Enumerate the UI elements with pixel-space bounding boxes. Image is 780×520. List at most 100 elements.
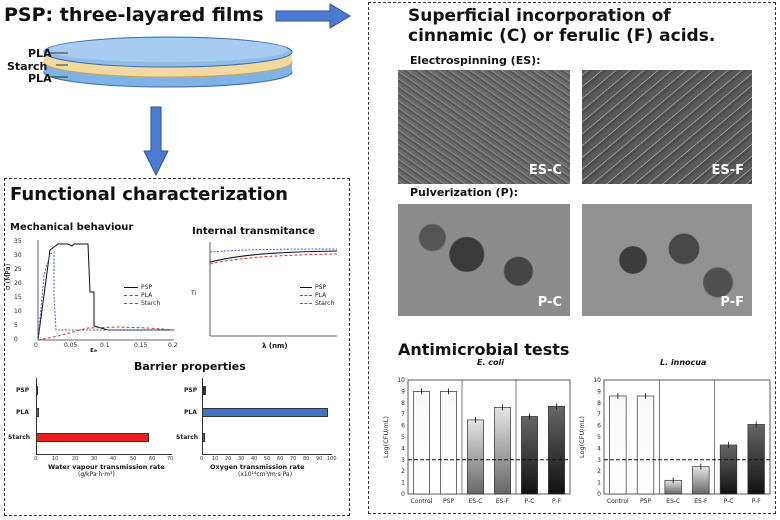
tick-label: 5: [597, 434, 601, 441]
category-label: PSP: [640, 498, 651, 505]
plot-frame: [603, 379, 771, 495]
bar-es-c: [467, 419, 484, 495]
superficial-title-line2: cinnamic (C) or ferulic (F) acids.: [408, 26, 716, 46]
tick-label: 60: [277, 456, 284, 462]
legend-item: PSP: [315, 283, 327, 291]
mech-xticks: 0 0.05 0.1 0.15 0.2: [34, 342, 184, 352]
barrier-bar-pla: [36, 408, 39, 417]
category-label: ES-F: [694, 498, 708, 505]
tick-label: 7: [597, 411, 601, 418]
tick-label: 7: [401, 411, 405, 418]
tick-label: 0.1: [100, 342, 110, 349]
tick-label: 20: [14, 280, 22, 287]
bar-p-c: [719, 444, 738, 495]
otr-cat-psp: PSP: [184, 387, 198, 394]
mech-title: Mechanical behaviour: [10, 222, 134, 233]
category-label: P-C: [724, 498, 734, 505]
sem-image-p-f: P-F: [582, 204, 752, 316]
mech-chart: [37, 240, 175, 341]
trans-xlabel: λ (nm): [262, 342, 288, 350]
category-label: Control: [411, 498, 433, 505]
functional-panel: [4, 178, 350, 516]
wvtr-xaxis: [36, 454, 172, 455]
otr-unit: (x10¹⁴cm³/m·s·Pa): [238, 471, 293, 478]
y-axis-label: Log(CFU/mL): [382, 416, 390, 458]
mech-xlabel: εₑ: [90, 346, 98, 354]
tick-label: 0: [34, 456, 38, 462]
barrier-bar-starch: [36, 433, 149, 442]
sem-label: P-F: [720, 295, 744, 310]
film-disk: [43, 36, 293, 88]
antimicrobial-title: Antimicrobial tests: [398, 340, 570, 359]
linnocua-chart: 10 9 8 7 6 5 4 3 2 1 0 Log(CFU/mL) Control PSP ES-C ES-…: [576, 370, 774, 514]
legend-item: PLA: [315, 291, 327, 299]
sem-image-es-c: ES-C: [398, 70, 570, 184]
bar-control: [413, 391, 430, 495]
tick-label: 0: [34, 342, 38, 349]
tick-label: 8: [401, 400, 405, 407]
tick-label: 50: [264, 456, 271, 462]
trans-legend: PSP PLA Starch: [300, 283, 345, 307]
layer-leader-lines: [50, 52, 68, 78]
sem-image-p-c: P-C: [398, 204, 570, 316]
bar-psp: [440, 391, 457, 495]
ecoli-chart: 10 9 8 7 6 5 4 3 2 1 0 Log(CFU/mL) Control PSP ES-C ES-…: [380, 370, 574, 514]
tick-label: 0: [200, 456, 204, 462]
bar-es-f: [692, 466, 710, 495]
tick-label: 1: [597, 480, 601, 487]
tick-label: 2: [401, 468, 405, 475]
sem-label: ES-F: [711, 163, 744, 178]
tick-label: 50: [130, 456, 137, 462]
arrow-right-icon: [275, 3, 351, 29]
otr-xaxis: [202, 454, 332, 455]
tick-label: 70: [290, 456, 297, 462]
tick-label: 3: [401, 457, 405, 464]
tick-label: 0.05: [64, 342, 78, 349]
barrier-bar-pla: [202, 408, 329, 417]
psp-title: PSP: three-layared films: [4, 4, 264, 26]
category-label: P-C: [525, 498, 535, 505]
tick-label: 10: [14, 308, 22, 315]
layer-label-bottom: PLA: [28, 72, 52, 85]
superficial-title-line1: Superficial incorporation of: [408, 6, 671, 26]
legend-item: Starch: [315, 299, 335, 307]
tick-label: 4: [597, 445, 601, 452]
plot-frame: [407, 379, 571, 495]
bar-p-f: [548, 405, 565, 495]
sem-image-es-f: ES-F: [582, 70, 752, 184]
legend-item: PSP: [141, 283, 153, 291]
superficial-panel: [368, 2, 776, 514]
tick-label: 30: [238, 456, 245, 462]
category-label: ES-C: [469, 498, 483, 505]
tick-label: 20: [72, 456, 79, 462]
barrier-bar-psp: [36, 386, 38, 395]
functional-title: Functional characterization: [10, 184, 288, 205]
tick-label: 10: [52, 456, 59, 462]
mech-yticks: 35 30 25 20 15 10 5 0: [14, 238, 26, 348]
wvtr-xticks: 0 10 20 30 40 50 60 70: [34, 456, 174, 464]
tick-label: 0: [597, 491, 601, 498]
category-label: PSP: [443, 498, 454, 505]
layer-label-top: PLA: [28, 47, 52, 60]
tick-label: 10: [593, 377, 601, 384]
otr-cat-starch: Starch: [176, 434, 199, 441]
barrier-title: Barrier properties: [134, 360, 246, 373]
tick-label: 8: [597, 400, 601, 407]
wvtr-cat-pla: PLA: [16, 409, 29, 416]
superficial-title: Superficial incorporation of cinnamic (C…: [408, 6, 715, 46]
category-label: P-F: [752, 498, 762, 505]
tick-label: 9: [401, 388, 405, 395]
sem-label: P-C: [537, 295, 562, 310]
category-label: Control: [607, 498, 629, 505]
tick-label: 1: [401, 480, 405, 487]
trans-chart: [209, 242, 338, 337]
tick-label: 10: [212, 456, 219, 462]
tick-label: 0.15: [134, 342, 148, 349]
barrier-bar-psp: [202, 386, 206, 395]
category-label: P-F: [552, 498, 562, 505]
wvtr-bars: [36, 383, 172, 453]
legend-item: PLA: [141, 291, 153, 299]
bar-es-f: [494, 407, 511, 495]
